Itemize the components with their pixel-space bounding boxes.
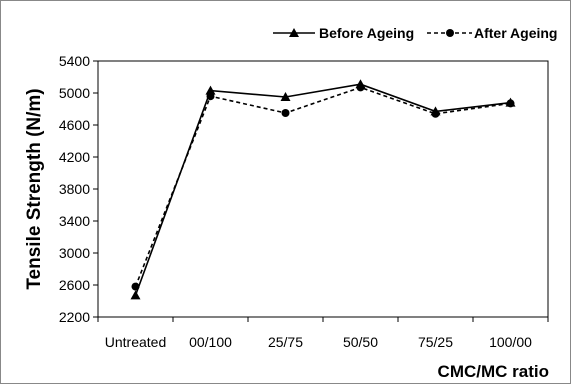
- data-point-circle: [131, 282, 140, 291]
- x-tick-label: 25/75: [268, 334, 303, 350]
- data-point-circle: [431, 109, 440, 118]
- x-tick-label: 100/00: [489, 334, 532, 350]
- y-tick-label: 4200: [59, 149, 90, 165]
- data-point-circle: [506, 99, 515, 108]
- legend-marker-circle: [446, 29, 454, 37]
- y-tick-label: 3000: [59, 245, 90, 261]
- y-tick-label: 2600: [59, 277, 90, 293]
- x-tick-label: 50/50: [343, 334, 378, 350]
- data-point-triangle: [280, 92, 291, 101]
- data-point-triangle: [130, 290, 141, 300]
- data-point-circle: [281, 109, 290, 117]
- axes: 2200 2600 3000 3400 3800 4200 4600 5000 5400 Untr…: [59, 53, 549, 350]
- series-layer: [130, 79, 516, 300]
- series-line-before-ageing: [134, 83, 511, 296]
- y-tick-label: 2200: [59, 309, 90, 325]
- y-tick-label: 5400: [59, 53, 90, 69]
- legend-label-after: After Ageing: [474, 25, 557, 41]
- y-tick-label: 3400: [59, 213, 90, 229]
- y-tick-label: 5000: [59, 85, 90, 101]
- legend-item-after: After Ageing: [427, 25, 557, 41]
- data-point-circle: [356, 83, 365, 92]
- legend: Before Ageing After Ageing: [273, 25, 557, 41]
- data-point-circle: [206, 92, 215, 101]
- x-tick-label: 00/100: [189, 334, 232, 350]
- y-tick-label: 4600: [59, 117, 90, 133]
- series-line-after-ageing: [134, 86, 511, 287]
- legend-marker-triangle: [289, 28, 299, 37]
- y-tick-label: 3800: [59, 181, 90, 197]
- x-tick-label: 75/25: [418, 334, 453, 350]
- legend-label-before: Before Ageing: [319, 25, 414, 41]
- data-point-triangle: [205, 85, 216, 95]
- y-axis-label: Tensile Strength (N/m): [24, 88, 45, 289]
- legend-item-before: Before Ageing: [273, 25, 414, 41]
- x-tick-label: Untreated: [105, 334, 166, 350]
- x-axis-label: CMC/MC ratio: [438, 362, 549, 381]
